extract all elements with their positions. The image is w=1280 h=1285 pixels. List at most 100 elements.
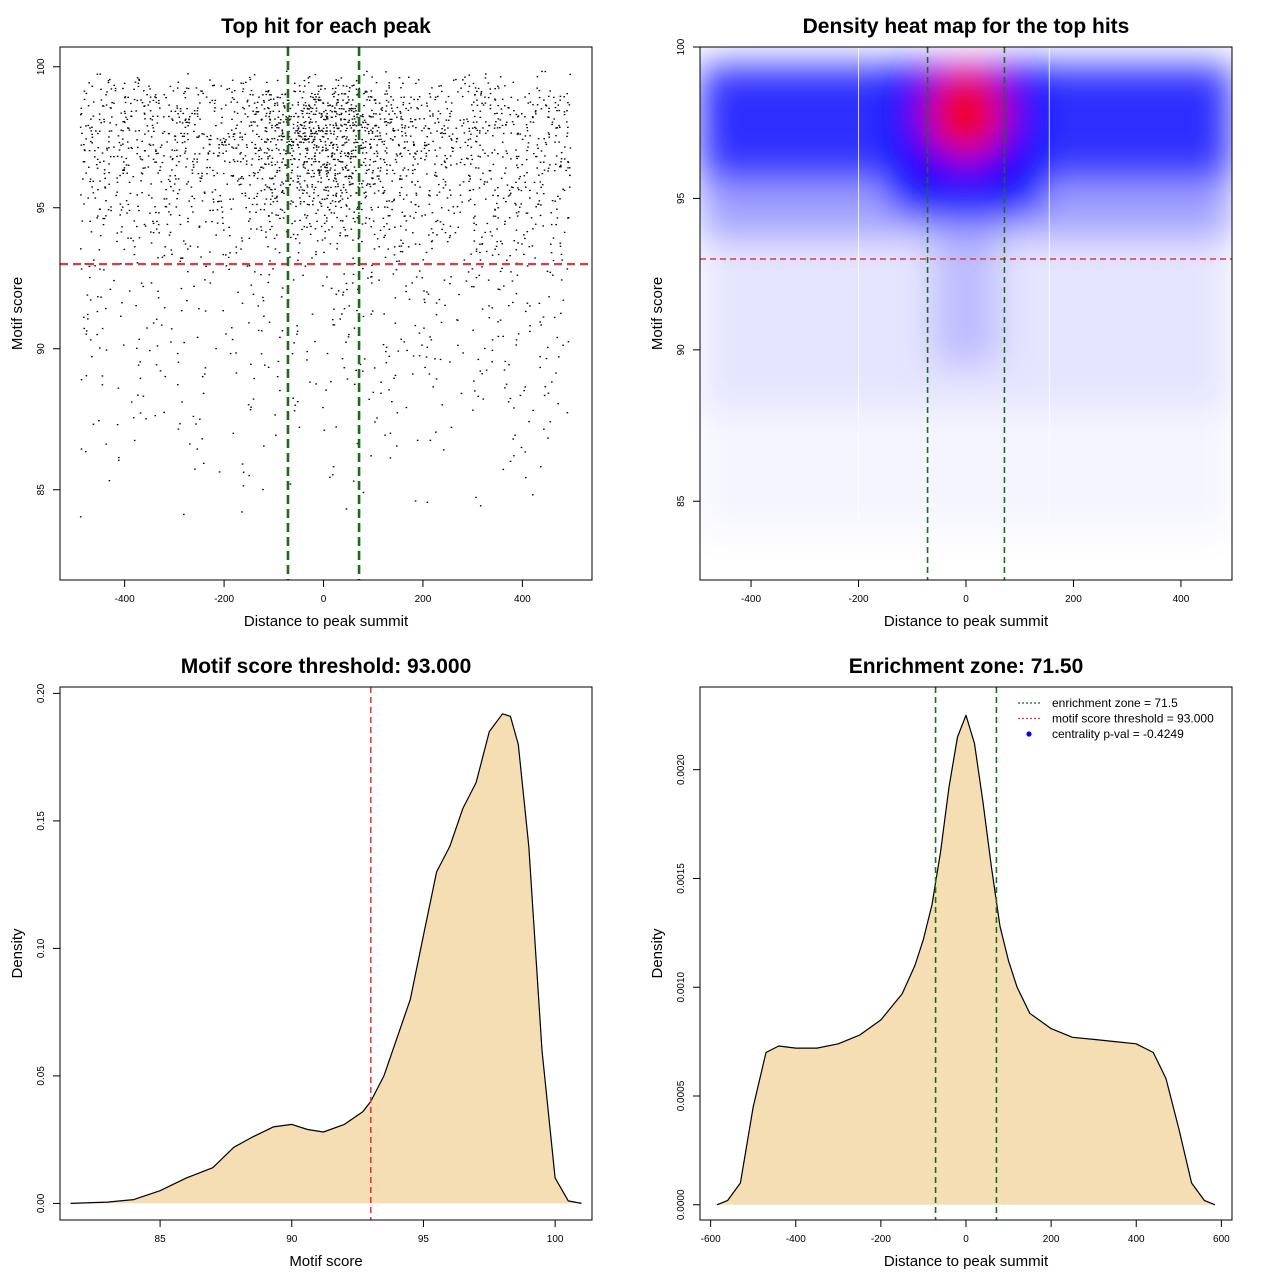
data-point [335,102,338,104]
data-point [224,160,226,162]
data-point [252,121,255,123]
data-point [310,130,312,132]
data-point [268,321,271,323]
data-point [315,146,318,148]
data-point [114,90,117,92]
data-point [547,170,549,172]
data-point [267,246,269,248]
data-point [444,161,446,163]
data-point [415,127,417,129]
data-point [529,135,531,137]
data-point [360,208,363,211]
data-point [364,121,367,123]
data-point [265,231,267,233]
data-point [555,372,557,374]
data-point [366,70,368,73]
data-point [395,269,398,271]
data-point [160,324,163,326]
data-point [536,87,538,89]
data-point [81,132,83,134]
data-point [332,144,334,147]
data-point [99,268,101,270]
data-point [429,439,432,441]
data-point [228,226,230,228]
data-point [314,113,317,115]
data-point [434,122,436,124]
data-point [480,92,482,94]
data-point [289,483,292,485]
data-point [168,234,171,236]
data-point [340,155,342,158]
data-point [499,119,502,121]
data-point [405,229,407,231]
data-point [351,85,353,87]
data-point [370,271,373,274]
data-point [326,127,328,129]
data-point [225,254,227,256]
data-point [286,99,289,101]
data-point [353,327,356,329]
data-point [462,181,465,183]
data-point [107,81,110,84]
data-point [95,130,97,132]
data-point [373,113,375,115]
data-point [105,94,107,96]
data-point [352,130,355,132]
data-point [544,70,547,73]
data-point [423,327,425,329]
data-point [525,124,528,126]
data-point [100,88,102,90]
data-point [560,166,562,168]
data-point [263,209,266,211]
data-point [233,133,236,135]
data-point [371,209,373,211]
data-point [450,164,452,166]
data-point [370,226,372,228]
data-point [554,141,556,143]
data-point [89,180,91,183]
data-point [501,124,504,127]
data-point [196,158,198,160]
data-point [177,384,179,386]
data-point [256,101,259,103]
data-point [361,223,364,225]
data-point [186,158,189,160]
data-point [308,108,310,110]
data-point [473,229,476,231]
data-point [175,178,177,180]
data-point [374,421,376,423]
data-point [383,226,385,228]
data-point [302,274,304,276]
data-point [208,150,211,152]
data-point [488,124,491,127]
data-point [296,130,299,132]
data-point [335,104,338,106]
data-point [252,94,254,96]
data-point [306,108,309,110]
data-point [269,198,272,200]
plot-border [699,46,1233,581]
data-point [543,428,545,430]
data-point [304,214,306,216]
data-point [347,336,350,338]
data-point [420,150,423,152]
data-point [434,98,437,101]
data-point [246,265,249,267]
data-point [126,141,129,143]
data-point [566,412,569,414]
data-point [326,217,328,219]
data-point [560,253,563,255]
data-point [94,197,97,199]
data-point [565,169,567,172]
data-point [108,147,110,149]
data-point [517,167,519,169]
data-point [274,125,277,127]
data-point [477,155,480,157]
data-point [191,195,193,197]
chart-title: Density heat map for the top hits [803,15,1130,38]
data-point [466,157,468,159]
data-point [293,90,295,92]
data-point [240,237,243,239]
data-point [149,101,151,103]
data-point [266,152,268,154]
